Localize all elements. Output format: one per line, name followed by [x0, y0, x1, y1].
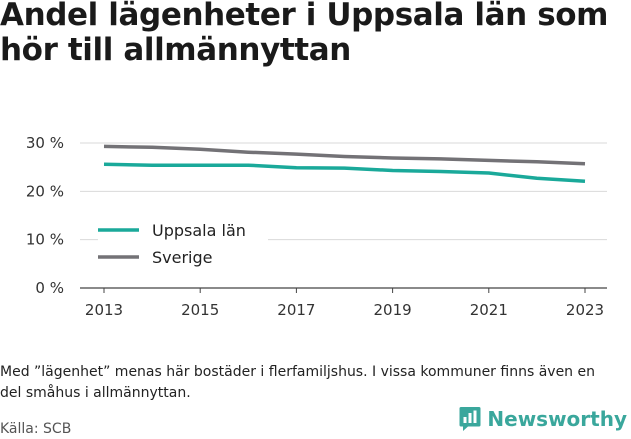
series-line-sverige	[103, 144, 586, 166]
x-tick-label: 2019	[374, 301, 412, 319]
x-tick-label: 2023	[566, 301, 604, 319]
legend: Uppsala län Sverige	[98, 220, 268, 269]
footnote: Med ”lägenhet” menas här bostäder i fler…	[0, 364, 595, 401]
brand-name: Newsworthy	[487, 407, 627, 431]
legend-background	[98, 220, 268, 242]
y-tick-label: 30 %	[26, 134, 64, 152]
chart-title: Andel lägenheter i Uppsala län som hör t…	[0, 0, 609, 68]
x-tick-label: 2015	[181, 301, 219, 319]
x-axis-labels: 2013 2015 2017 2019 2021 2023	[85, 301, 604, 319]
x-tick-label: 2021	[470, 301, 508, 319]
y-tick-label: 20 %	[26, 182, 64, 200]
y-axis-labels: 0 % 10 % 20 % 30 %	[26, 134, 64, 297]
y-tick-label: 0 %	[35, 279, 64, 297]
legend-background	[98, 247, 268, 269]
source-label: Källa: SCB	[0, 421, 72, 437]
series-line-uppsala	[103, 162, 586, 183]
brand-logo: Newsworthy	[459, 406, 627, 432]
newsworthy-logo-icon	[459, 407, 481, 431]
legend-label-sverige: Sverige	[152, 248, 213, 267]
line-chart: 0 % 10 % 20 % 30 % 2013 2015 2017 2019 2021 2023…	[26, 134, 607, 319]
x-axis-ticks	[103, 288, 586, 293]
y-tick-label: 10 %	[26, 231, 64, 249]
series-lines	[103, 144, 586, 183]
legend-label-uppsala: Uppsala län	[152, 221, 246, 240]
x-tick-label: 2013	[85, 301, 123, 319]
x-tick-label: 2017	[277, 301, 315, 319]
